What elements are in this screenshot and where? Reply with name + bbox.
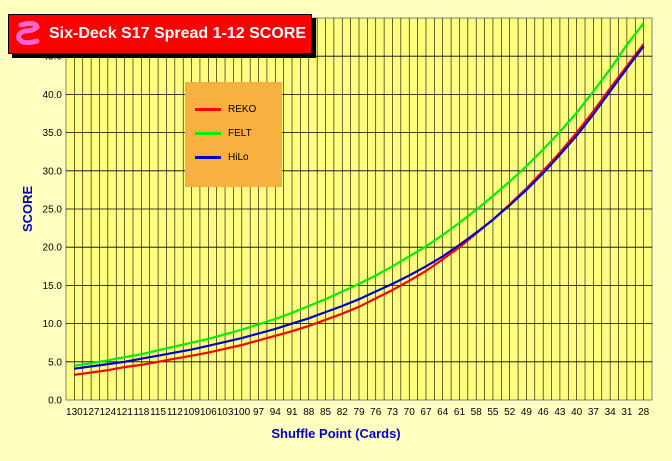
series-line-hilo [74, 45, 645, 370]
legend-swatch-reko [195, 108, 221, 111]
legend-label-felt: FELT [228, 128, 252, 139]
y-tick-label: 0.0 [48, 396, 62, 407]
y-tick-label: 15.0 [43, 281, 63, 292]
y-tick-label: 40.0 [43, 90, 63, 101]
y-tick-label: 30.0 [43, 166, 63, 177]
x-tick-label: 67 [420, 407, 432, 418]
x-tick-label: 43 [554, 407, 566, 418]
y-tick-label: 45.0 [43, 52, 63, 63]
x-tick-label: 130 [66, 407, 83, 418]
x-tick-label: 46 [538, 407, 550, 418]
legend-swatch-felt [195, 132, 221, 135]
x-tick-label: 58 [471, 407, 483, 418]
x-tick-label: 37 [588, 407, 600, 418]
y-tick-label: 5.0 [48, 357, 62, 368]
legend-label-reko: REKO [228, 104, 257, 115]
x-tick-label: 91 [286, 407, 298, 418]
legend-label-hilo: HiLo [228, 152, 249, 163]
x-tick-label: 100 [233, 407, 250, 418]
x-tick-label: 55 [487, 407, 499, 418]
x-tick-label: 76 [370, 407, 382, 418]
x-tick-label: 85 [320, 407, 332, 418]
x-tick-label: 118 [133, 407, 149, 418]
legend-item-hilo: HiLo [195, 152, 249, 163]
series-line-reko [74, 43, 645, 376]
x-tick-label: 40 [571, 407, 583, 418]
legend-swatch-hilo [195, 156, 221, 159]
x-tick-label: 97 [253, 407, 265, 418]
x-tick-label: 124 [100, 407, 117, 418]
x-axis-label: Shuffle Point (Cards) [271, 426, 401, 441]
x-tick-label: 52 [504, 407, 516, 418]
x-tick-label: 34 [605, 407, 617, 418]
logo-icon [16, 20, 40, 46]
y-axis-ticks: 0.05.010.015.020.025.030.035.040.045.050… [43, 14, 63, 407]
x-tick-label: 64 [437, 407, 449, 418]
grid-lines [66, 18, 652, 400]
y-tick-label: 25.0 [43, 205, 63, 216]
legend-item-felt: FELT [195, 128, 252, 139]
legend-item-reko: REKO [195, 104, 256, 115]
x-tick-label: 82 [337, 407, 349, 418]
x-tick-label: 31 [621, 407, 633, 418]
x-tick-label: 28 [638, 407, 650, 418]
y-tick-label: 35.0 [43, 128, 63, 139]
x-tick-label: 127 [83, 407, 100, 418]
x-tick-label: 109 [183, 407, 200, 418]
x-tick-label: 79 [353, 407, 365, 418]
x-tick-label: 88 [303, 407, 315, 418]
chart-title: Six-Deck S17 Spread 1-12 SCORE [49, 25, 307, 42]
x-tick-label: 112 [167, 407, 183, 418]
x-tick-label: 49 [521, 407, 533, 418]
legend: REKO FELT HiLo [185, 82, 282, 187]
x-tick-label: 61 [454, 407, 466, 418]
x-tick-label: 73 [387, 407, 399, 418]
x-tick-label: 103 [217, 407, 234, 418]
y-tick-label: 20.0 [43, 243, 63, 254]
chart-title-box: Six-Deck S17 Spread 1-12 SCORE [8, 14, 312, 54]
x-tick-label: 70 [404, 407, 416, 418]
x-tick-label: 115 [150, 407, 166, 418]
y-tick-label: 10.0 [43, 319, 63, 330]
series-lines [74, 22, 645, 376]
series-line-felt [74, 22, 645, 367]
y-axis-label: SCORE [20, 185, 35, 232]
x-tick-label: 121 [116, 407, 133, 418]
x-tick-label: 106 [200, 407, 217, 418]
x-axis-ticks: 130 127 124 121 118 115 112 109 106 103 100 97 94 91 8… [66, 407, 650, 418]
x-tick-label: 94 [270, 407, 282, 418]
